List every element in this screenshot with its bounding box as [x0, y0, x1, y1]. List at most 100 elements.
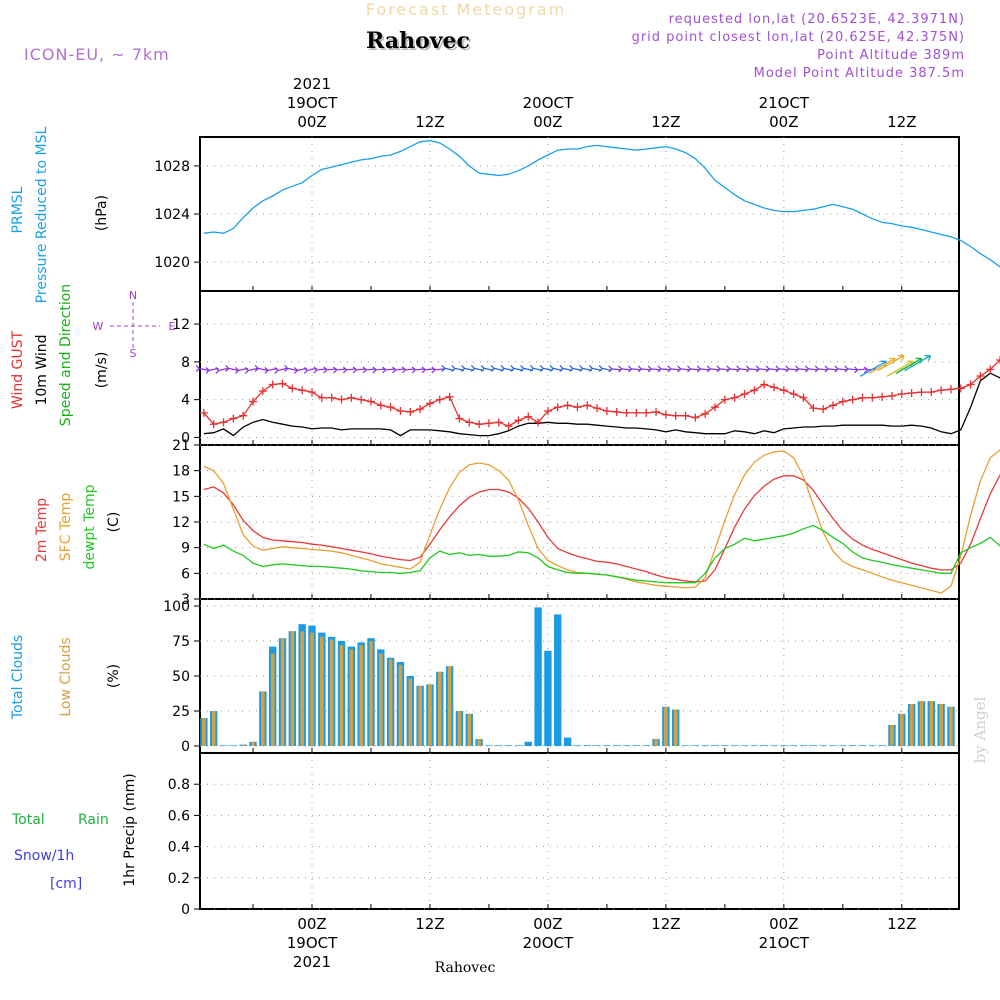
series-lines [200, 139, 1000, 910]
low-cloud-bar [310, 632, 314, 746]
gust-marker [593, 404, 602, 413]
sfc-temp-label: SFC Temp [58, 493, 74, 562]
gust-marker [258, 387, 267, 396]
gust-marker [308, 388, 316, 397]
gust-marker [386, 403, 395, 412]
top-time-label: 21OCT [759, 94, 810, 112]
precip-ytick-label: 0 [181, 902, 190, 918]
gust-marker [770, 383, 779, 392]
series-wind-gust [203, 357, 1000, 427]
wind-arrow [225, 364, 239, 372]
wind-direction-arrows [195, 354, 932, 377]
gust-marker [671, 411, 680, 420]
low-clouds-label: Low Clouds [58, 637, 74, 716]
gust-marker [681, 411, 690, 420]
total-cloud-bar [839, 745, 847, 746]
low-cloud-bar [929, 701, 934, 746]
bottom-time-label: 2021 [293, 953, 331, 971]
wind-labels: Wind GUST 10m Wind Speed and Direction (… [10, 284, 110, 426]
temp-panel-frame [199, 444, 960, 600]
top-time-label: 00Z [297, 113, 326, 131]
pressure-ytick-label: 1020 [154, 255, 190, 271]
footer-location: Rahovec [435, 960, 496, 976]
bottom-time-label: 12Z [415, 915, 444, 933]
precip-ytick-label: 0.6 [168, 808, 190, 824]
series-10m-wind [203, 372, 1000, 437]
total-cloud-bar [740, 745, 749, 746]
low-cloud-bar [890, 725, 894, 746]
low-cloud-bar [418, 685, 422, 746]
compass-south: S [130, 347, 137, 360]
gust-marker [219, 418, 228, 427]
total-cloud-bar [878, 745, 886, 746]
wind-ytick-label: 8 [181, 355, 190, 371]
low-cloud-bar [673, 709, 678, 746]
gust-marker [416, 405, 425, 414]
gust-marker [209, 420, 218, 429]
wind-arrow [195, 364, 209, 372]
gust-marker [543, 406, 552, 415]
low-cloud-bar [909, 704, 914, 746]
gust-marker [858, 393, 867, 402]
gust-marker [229, 414, 238, 423]
gust-marker [720, 395, 729, 404]
low-cloud-bar [388, 659, 393, 746]
gust-marker [199, 408, 208, 417]
wind-ytick-label: 4 [181, 393, 190, 409]
precip-unit: 1hr Precip (mm) [122, 773, 138, 886]
gust-marker [956, 384, 965, 393]
total-cloud-bar [583, 745, 591, 746]
total-cloud-bar [514, 745, 523, 746]
gust-marker [799, 393, 808, 402]
temperature-ytick-label: 12 [172, 515, 190, 531]
gust-marker [819, 405, 828, 414]
bottom-time-label: 12Z [887, 915, 916, 933]
total-cloud-bar [848, 745, 857, 746]
gust-marker [249, 397, 258, 406]
low-cloud-bar [654, 739, 658, 746]
wind-arrow-strong [877, 354, 905, 372]
gust-marker [376, 401, 385, 410]
wind-dir-label: Speed and Direction [58, 284, 74, 426]
total-cloud-bar [711, 745, 719, 746]
compass-east: E [169, 320, 176, 333]
top-time-label: 00Z [769, 113, 798, 131]
gust-marker [406, 407, 415, 416]
gust-marker [298, 386, 307, 395]
gust-marker [475, 420, 484, 429]
low-cloud-bar [290, 631, 295, 746]
gust-marker [750, 386, 759, 395]
wind-arrow [284, 364, 298, 372]
bottom-time-label: 00Z [769, 915, 798, 933]
bottom-time-label: 20OCT [523, 934, 574, 952]
gust-marker [897, 389, 906, 398]
total-label: Total [11, 812, 45, 828]
low-cloud-bar [939, 704, 943, 746]
compass-rose: N S W E [93, 289, 176, 360]
clouds-ytick-label: 100 [163, 599, 190, 615]
temperature-ytick-label: 21 [172, 438, 190, 454]
compass-north: N [129, 289, 137, 302]
top-time-label: 2021 [293, 75, 331, 93]
pressure-unit: (hPa) [94, 195, 110, 231]
product-title: Forecast Meteogram [366, 0, 566, 19]
top-time-label: 00Z [533, 113, 562, 131]
total-cloud-bar [229, 745, 238, 746]
total-cloud-bar [681, 745, 690, 746]
wind-ytick-label: 12 [172, 317, 190, 333]
gust-marker [848, 395, 857, 404]
low-cloud-bar [300, 631, 304, 746]
axis-ticks: 1020102410280481236912151821025507510000… [154, 159, 903, 918]
gust-marker [317, 393, 326, 402]
gust-marker [583, 401, 592, 410]
gust-marker [632, 408, 641, 417]
top-time-label: 19OCT [287, 94, 338, 112]
top-time-label: 20OCT [523, 94, 574, 112]
total-cloud-bar [721, 745, 729, 746]
gust-marker [838, 397, 847, 406]
grid-layer [200, 137, 959, 910]
cloud-labels: Total Clouds Low Clouds (%) [10, 635, 122, 720]
gust-marker [789, 389, 798, 398]
bottom-time-label: 21OCT [759, 934, 810, 952]
